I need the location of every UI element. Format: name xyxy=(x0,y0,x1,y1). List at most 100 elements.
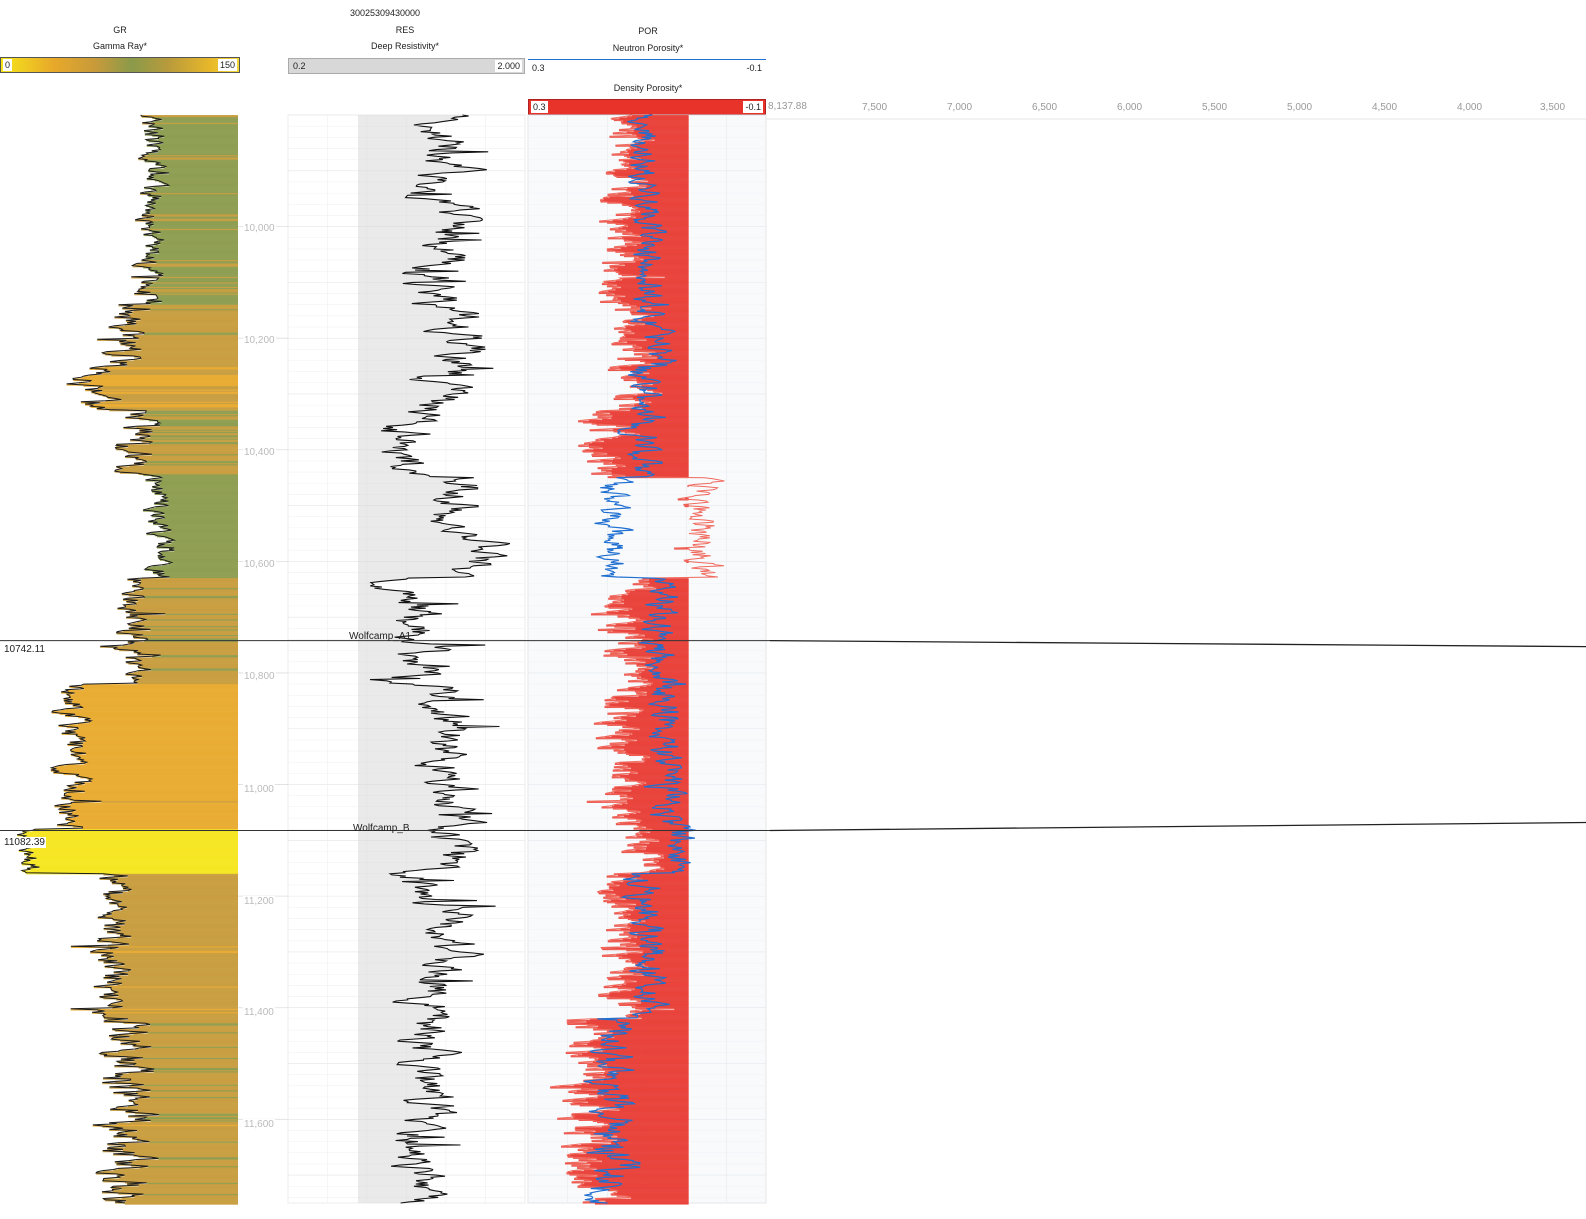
gr-fill-band xyxy=(145,619,238,622)
gr-fill-band xyxy=(17,834,238,837)
gr-fill-band xyxy=(138,1027,238,1030)
density-porosity-fill xyxy=(612,474,689,476)
gr-fill-band xyxy=(157,271,238,273)
gr-fill-band xyxy=(118,1034,238,1037)
gr-fill-band xyxy=(139,1041,238,1043)
gr-fill-band xyxy=(137,621,238,624)
gr-fill-band xyxy=(165,536,238,539)
gr-fill-band xyxy=(150,199,238,202)
gr-fill-band xyxy=(145,253,238,256)
gr-fill-band xyxy=(107,397,239,400)
density-porosity-fill xyxy=(624,252,689,254)
density-porosity-fill xyxy=(634,433,689,435)
density-porosity-fill xyxy=(637,932,689,935)
gr-fill-band xyxy=(125,320,238,323)
gr-fill-band xyxy=(122,1001,238,1003)
gr-fill-band xyxy=(116,1163,238,1166)
density-porosity-fill xyxy=(654,861,689,864)
density-porosity-fill xyxy=(603,1122,689,1125)
density-porosity-fill xyxy=(640,1013,689,1015)
gr-fill-band xyxy=(155,171,238,174)
gr-fill-band xyxy=(30,869,238,872)
gr-fill-band xyxy=(116,445,238,448)
gr-fill-band xyxy=(83,688,238,691)
gr-fill-band xyxy=(129,315,238,318)
density-porosity-fill xyxy=(578,420,689,423)
gr-fill-band xyxy=(58,765,238,768)
gr-fill-band xyxy=(135,219,238,222)
gr-fill-band xyxy=(149,227,238,230)
gr-fill-band xyxy=(111,941,238,944)
gr-fill-band xyxy=(131,1083,238,1086)
gr-fill-band xyxy=(65,715,238,718)
density-porosity-fill xyxy=(641,710,689,713)
gr-fill-band xyxy=(142,589,238,591)
density-porosity-fill xyxy=(612,630,689,633)
density-porosity-fill xyxy=(653,858,689,860)
gr-fill-band xyxy=(101,373,238,376)
density-porosity-fill xyxy=(637,772,689,774)
gr-fill-band xyxy=(113,1092,238,1095)
gr-fill-band xyxy=(158,574,238,577)
density-porosity-fill xyxy=(640,235,689,238)
gr-fill-band xyxy=(123,604,238,607)
density-porosity-fill xyxy=(625,960,689,963)
gr-fill-band xyxy=(156,127,238,129)
gr-fill-band xyxy=(96,408,238,411)
density-porosity-fill xyxy=(614,925,689,927)
gr-fill-band xyxy=(137,1088,238,1090)
density-porosity-fill xyxy=(615,698,689,701)
density-porosity-fill xyxy=(608,705,689,707)
density-porosity-fill xyxy=(620,247,689,250)
density-porosity-fill xyxy=(626,1015,689,1018)
gr-fill-band xyxy=(142,459,238,462)
gr-fill-band xyxy=(122,1074,238,1077)
gr-fill-band xyxy=(165,556,238,559)
gr-fill-band xyxy=(25,835,239,838)
gr-fill-band xyxy=(119,313,238,316)
density-porosity-fill xyxy=(614,787,689,790)
gr-fill-band xyxy=(102,390,238,393)
gr-fill-band xyxy=(84,719,238,722)
density-porosity-fill xyxy=(614,170,689,173)
density-porosity-fill xyxy=(632,733,689,735)
gr-fill-band xyxy=(167,497,238,500)
gr-fill-band xyxy=(67,814,238,817)
gr-fill-band xyxy=(155,518,238,521)
gr-fill-band xyxy=(26,857,238,859)
gr-fill-band xyxy=(104,966,238,969)
gr-fill-band xyxy=(119,921,238,924)
gr-fill-band xyxy=(125,1146,238,1148)
gr-fill-band xyxy=(143,640,238,643)
density-porosity-fill xyxy=(598,1089,689,1091)
density-porosity-fill xyxy=(602,1138,689,1140)
gr-fill-band xyxy=(163,167,238,170)
gr-fill-band xyxy=(68,789,238,791)
gr-fill-band xyxy=(53,772,238,774)
gr-fill-band xyxy=(158,543,238,546)
gr-fill-band xyxy=(145,412,238,415)
density-porosity-fill xyxy=(590,1133,689,1136)
gr-fill-band xyxy=(127,1184,238,1186)
gr-fill-band xyxy=(78,723,238,725)
gr-fill-band xyxy=(137,263,238,266)
xsection-tick: 7,500 xyxy=(862,102,888,113)
gr-fill-band xyxy=(163,142,238,145)
gr-fill-band xyxy=(148,1166,238,1168)
gr-fill-band xyxy=(140,652,238,655)
density-porosity-fill xyxy=(612,985,689,988)
gr-fill-band xyxy=(141,157,238,160)
density-porosity-fill xyxy=(585,1069,689,1071)
density-porosity-fill xyxy=(640,832,689,835)
density-porosity-fill xyxy=(602,262,689,264)
gr-fill-band xyxy=(110,895,238,897)
density-porosity-fill xyxy=(660,867,689,869)
gr-fill-band xyxy=(104,1017,239,1020)
density-porosity-fill xyxy=(619,896,689,898)
gr-fill-band xyxy=(111,1003,238,1005)
density-porosity-fill xyxy=(579,1104,689,1107)
gr-fill-band xyxy=(99,938,238,941)
density-porosity-fill xyxy=(617,358,689,360)
gr-fill-band xyxy=(155,483,238,485)
gr-fill-band xyxy=(77,758,239,761)
